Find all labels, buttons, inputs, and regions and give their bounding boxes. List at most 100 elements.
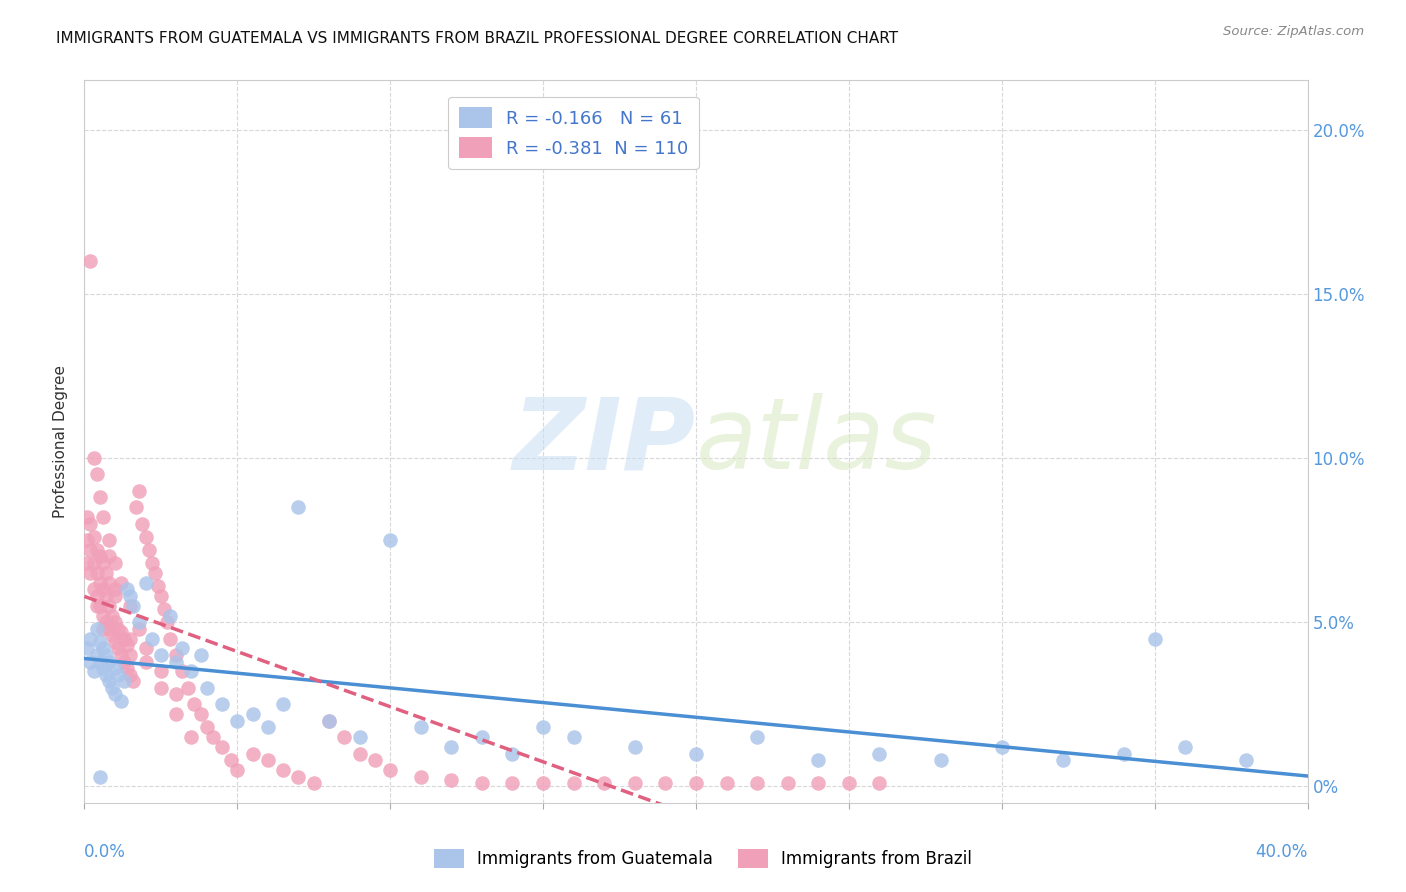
Point [110,648,132,662]
Point [165,648,187,662]
Point [226,763,249,777]
Point [531,720,554,734]
Point [211,698,233,712]
Point [86,599,108,613]
Point [195,720,218,734]
Point [991,739,1014,754]
Point [219,753,242,767]
Point [89,770,111,784]
Point [226,714,249,728]
Point [149,665,172,679]
Point [156,615,179,630]
Point [177,681,200,695]
Point [86,589,108,603]
Point [183,698,205,712]
Text: IMMIGRANTS FROM GUATEMALA VS IMMIGRANTS FROM BRAZIL PROFESSIONAL DEGREE CORRELAT: IMMIGRANTS FROM GUATEMALA VS IMMIGRANTS … [56,31,898,46]
Y-axis label: Professional Degree: Professional Degree [53,365,69,518]
Point [89,549,111,564]
Point [86,566,108,580]
Point [287,500,309,515]
Point [211,739,233,754]
Point [807,776,830,790]
Point [89,635,111,649]
Point [440,739,463,754]
Point [104,582,127,597]
Point [685,747,707,761]
Point [128,483,150,498]
Legend: Immigrants from Guatemala, Immigrants from Brazil: Immigrants from Guatemala, Immigrants fr… [427,842,979,875]
Point [149,681,172,695]
Point [91,582,114,597]
Point [89,655,111,669]
Point [94,589,117,603]
Point [190,707,212,722]
Point [531,776,554,790]
Point [115,638,138,652]
Point [562,776,585,790]
Point [242,747,264,761]
Point [104,589,127,603]
Point [318,714,340,728]
Point [94,648,117,662]
Point [562,730,585,744]
Point [104,661,127,675]
Point [747,776,769,790]
Point [190,648,212,662]
Point [125,500,148,515]
Point [159,608,181,623]
Point [131,516,153,531]
Point [318,714,340,728]
Point [502,747,524,761]
Point [94,667,117,681]
Point [471,776,494,790]
Point [110,694,132,708]
Point [120,632,142,646]
Point [120,667,142,681]
Point [165,687,187,701]
Point [101,681,124,695]
Point [107,622,129,636]
Point [135,655,157,669]
Point [172,665,194,679]
Point [97,533,120,547]
Point [1114,747,1136,761]
Point [141,556,163,570]
Point [76,510,98,524]
Point [104,556,127,570]
Point [122,674,145,689]
Point [76,641,98,656]
Text: ZIP: ZIP [513,393,696,490]
Text: Source: ZipAtlas.com: Source: ZipAtlas.com [1223,25,1364,38]
Point [364,753,387,767]
Point [120,589,142,603]
Point [135,575,157,590]
Point [1236,753,1258,767]
Point [79,566,101,580]
Point [624,739,647,754]
Point [1143,632,1166,646]
Point [409,770,432,784]
Point [97,622,120,636]
Point [440,772,463,787]
Point [165,655,187,669]
Point [1174,739,1197,754]
Point [94,566,117,580]
Point [624,776,647,790]
Point [89,599,111,613]
Point [747,730,769,744]
Point [97,674,120,689]
Point [929,753,952,767]
Point [333,730,356,744]
Point [112,632,135,646]
Point [654,776,676,790]
Point [153,602,176,616]
Point [79,516,101,531]
Point [107,667,129,681]
Point [104,687,127,701]
Point [128,615,150,630]
Point [380,533,402,547]
Point [165,707,187,722]
Point [89,491,111,505]
Point [257,720,280,734]
Point [104,615,127,630]
